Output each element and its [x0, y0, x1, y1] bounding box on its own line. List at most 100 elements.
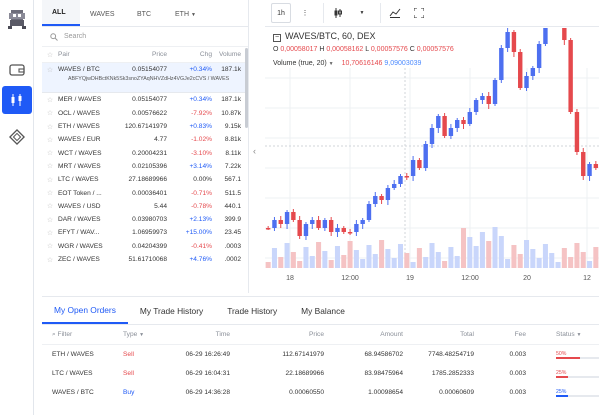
order-pair: WAVES / BTC — [52, 389, 94, 396]
star-icon[interactable]: ☆ — [46, 176, 54, 184]
collapse-panel-icon[interactable]: ‹ — [253, 146, 256, 156]
header-price[interactable]: Price — [308, 331, 324, 338]
price-chart[interactable]: 18 12:00 19 12:00 20 12 − WAVES/BTC, 60, DEX O… — [265, 28, 599, 293]
market-row[interactable]: ☆ OCL / WAVES 0.00576622 -7.92% 10.87k — [42, 107, 248, 120]
market-table-header: ☆ Pair Price Chg Volume — [42, 47, 248, 63]
indicators-icon[interactable] — [385, 3, 405, 23]
header-status[interactable]: Status ▼ — [526, 331, 586, 338]
star-icon[interactable]: ☆ — [46, 190, 54, 198]
ohlc-high: 0,00058162 — [326, 46, 364, 53]
order-row[interactable]: WAVES / BTC Buy 06-29 14:36:28 0.00060550 1.… — [42, 383, 599, 402]
tab-all[interactable]: ALL — [42, 0, 80, 26]
star-icon[interactable]: ☆ — [46, 123, 54, 131]
header-price[interactable]: Price — [151, 51, 167, 58]
dex-trading-button[interactable] — [2, 86, 32, 114]
market-row[interactable]: ☆ WCT / WAVES 0.20004231 -3.10% 8.11k — [42, 146, 248, 159]
order-status-percent: 25% — [556, 369, 567, 376]
header-type[interactable]: Type ▼ — [115, 331, 155, 338]
c-label: C — [409, 46, 417, 53]
star-icon[interactable]: ☆ — [46, 216, 54, 224]
volume-bar — [593, 247, 599, 268]
filter-input[interactable]: ⌕ Filter — [42, 331, 115, 339]
star-icon[interactable]: ☆ — [46, 163, 54, 171]
market-pair: MER / WAVES — [58, 96, 102, 104]
market-row[interactable]: ☆ DAR / WAVES 0.03980703 +2.13% 399.9 — [42, 213, 248, 226]
star-icon[interactable]: ☆ — [46, 96, 54, 104]
volume-bar — [303, 247, 309, 268]
volume-settings-icon[interactable]: ▼ — [328, 61, 334, 67]
chart-symbol: WAVES/BTC, 60, DEX — [285, 31, 376, 41]
chart-type-dropdown-icon[interactable]: ▼ — [359, 10, 365, 16]
collapse-legend-icon[interactable]: − — [273, 34, 281, 42]
candlestick-chart[interactable]: 18 12:00 19 12:00 20 12 — [265, 28, 599, 293]
status-dropdown-icon: ▼ — [576, 332, 582, 338]
market-row[interactable]: ☆ WGR / WAVES 0.04204399 -0.41% .0003 — [42, 240, 248, 253]
volume-bar — [366, 245, 372, 268]
star-icon[interactable]: ☆ — [46, 66, 54, 74]
candle-body — [366, 204, 372, 220]
market-scrollbar[interactable] — [245, 48, 248, 128]
candle-body — [574, 112, 580, 152]
market-row[interactable]: ☆ ZEC / WAVES 51.61710068 +4.76% .0002 — [42, 253, 248, 266]
header-time[interactable]: Time — [215, 331, 230, 338]
candle-body — [467, 112, 473, 124]
header-fee[interactable]: Fee — [514, 331, 526, 338]
order-row[interactable]: LTC / WAVES Sell 06-29 16:04:31 22.18689966… — [42, 364, 599, 383]
market-row[interactable]: ☆ LTC / WAVES 27.18689966 0.00% 567.1 — [42, 173, 248, 186]
market-price: 51.61710068 — [128, 256, 167, 263]
market-row[interactable]: ☆ WAVES / EUR 4.77 -1.02% 8.81k — [42, 133, 248, 146]
market-price: 0.00036401 — [132, 189, 167, 197]
volume-bar — [473, 246, 479, 268]
market-row[interactable]: ☆ MRT / WAVES 0.02105396 +3.14% 7.22k — [42, 160, 248, 173]
header-chg[interactable]: Chg — [199, 51, 212, 58]
fullscreen-icon[interactable] — [409, 3, 429, 23]
header-pair[interactable]: Pair — [58, 51, 70, 58]
tab-eth[interactable]: ETH ▼ — [165, 0, 205, 26]
l-label: L — [365, 46, 371, 53]
tab-my-open-orders[interactable]: My Open Orders — [42, 297, 128, 324]
header-total[interactable]: Total — [460, 331, 474, 338]
market-change: +0.34% — [189, 66, 212, 74]
market-change: +0.34% — [189, 96, 212, 104]
star-icon[interactable]: ☆ — [46, 136, 54, 144]
order-total: 7748.48254719 — [428, 351, 474, 358]
market-row[interactable]: ☆ WAVES / BTC 0.05154077 +0.34% 187.1k — [42, 63, 248, 77]
market-pair: WAVES / BTC — [58, 66, 100, 74]
star-icon[interactable]: ☆ — [46, 243, 54, 251]
tab-waves[interactable]: WAVES — [90, 11, 115, 18]
order-row[interactable]: ETH / WAVES Sell 06-29 16:26:49 112.6714197… — [42, 345, 599, 364]
tab-btc[interactable]: BTC — [137, 11, 151, 18]
star-icon[interactable]: ☆ — [46, 256, 54, 264]
market-row[interactable]: ☆ EFYT / WAV... 1.06959973 +15.00% 23.45 — [42, 226, 248, 239]
tokens-button[interactable] — [2, 123, 32, 151]
volume-bar — [580, 252, 586, 268]
market-row[interactable]: ☆ ETH / WAVES 120.67141979 +0.83% 9.15k — [42, 120, 248, 133]
candle-type-icon[interactable] — [328, 3, 348, 23]
header-amount[interactable]: Amount — [380, 331, 403, 338]
volume-value-1: 10,70616146 — [341, 60, 383, 67]
market-pair: WAVES / USD — [58, 202, 101, 210]
order-status-percent: 50% — [556, 350, 567, 357]
interval-button[interactable]: 1h — [271, 3, 291, 23]
tab-my-trade-history[interactable]: My Trade History — [139, 305, 204, 316]
app-logo-icon[interactable] — [6, 8, 28, 30]
wallet-button[interactable] — [2, 56, 32, 84]
star-icon[interactable]: ☆ — [46, 110, 54, 118]
star-icon[interactable]: ☆ — [46, 203, 54, 211]
order-price: 22.18689966 — [285, 370, 324, 377]
market-row[interactable]: ☆ WAVES / USD 5.44 -0.78% 440.1 — [42, 200, 248, 213]
star-icon[interactable]: ☆ — [46, 229, 54, 237]
more-intervals-icon[interactable]: ⋮ — [301, 10, 309, 17]
volume-bar — [467, 237, 473, 268]
header-volume[interactable]: Volume — [219, 51, 241, 58]
market-row[interactable]: ☆ MER / WAVES 0.05154077 +0.34% 187.1k — [42, 93, 248, 106]
tab-trade-history[interactable]: Trade History — [227, 305, 278, 316]
market-row[interactable]: ☆ EOT Token / ... 0.00036401 -0.71% 511.5 — [42, 186, 248, 199]
candle-body — [291, 212, 296, 220]
x-axis-tick: 12:00 — [461, 275, 479, 282]
candles-icon — [11, 94, 22, 106]
search-input[interactable]: Search — [42, 27, 248, 47]
star-icon[interactable]: ☆ — [46, 150, 54, 158]
order-total: 0.00060609 — [439, 389, 474, 396]
tab-my-balance[interactable]: My Balance — [301, 305, 345, 316]
